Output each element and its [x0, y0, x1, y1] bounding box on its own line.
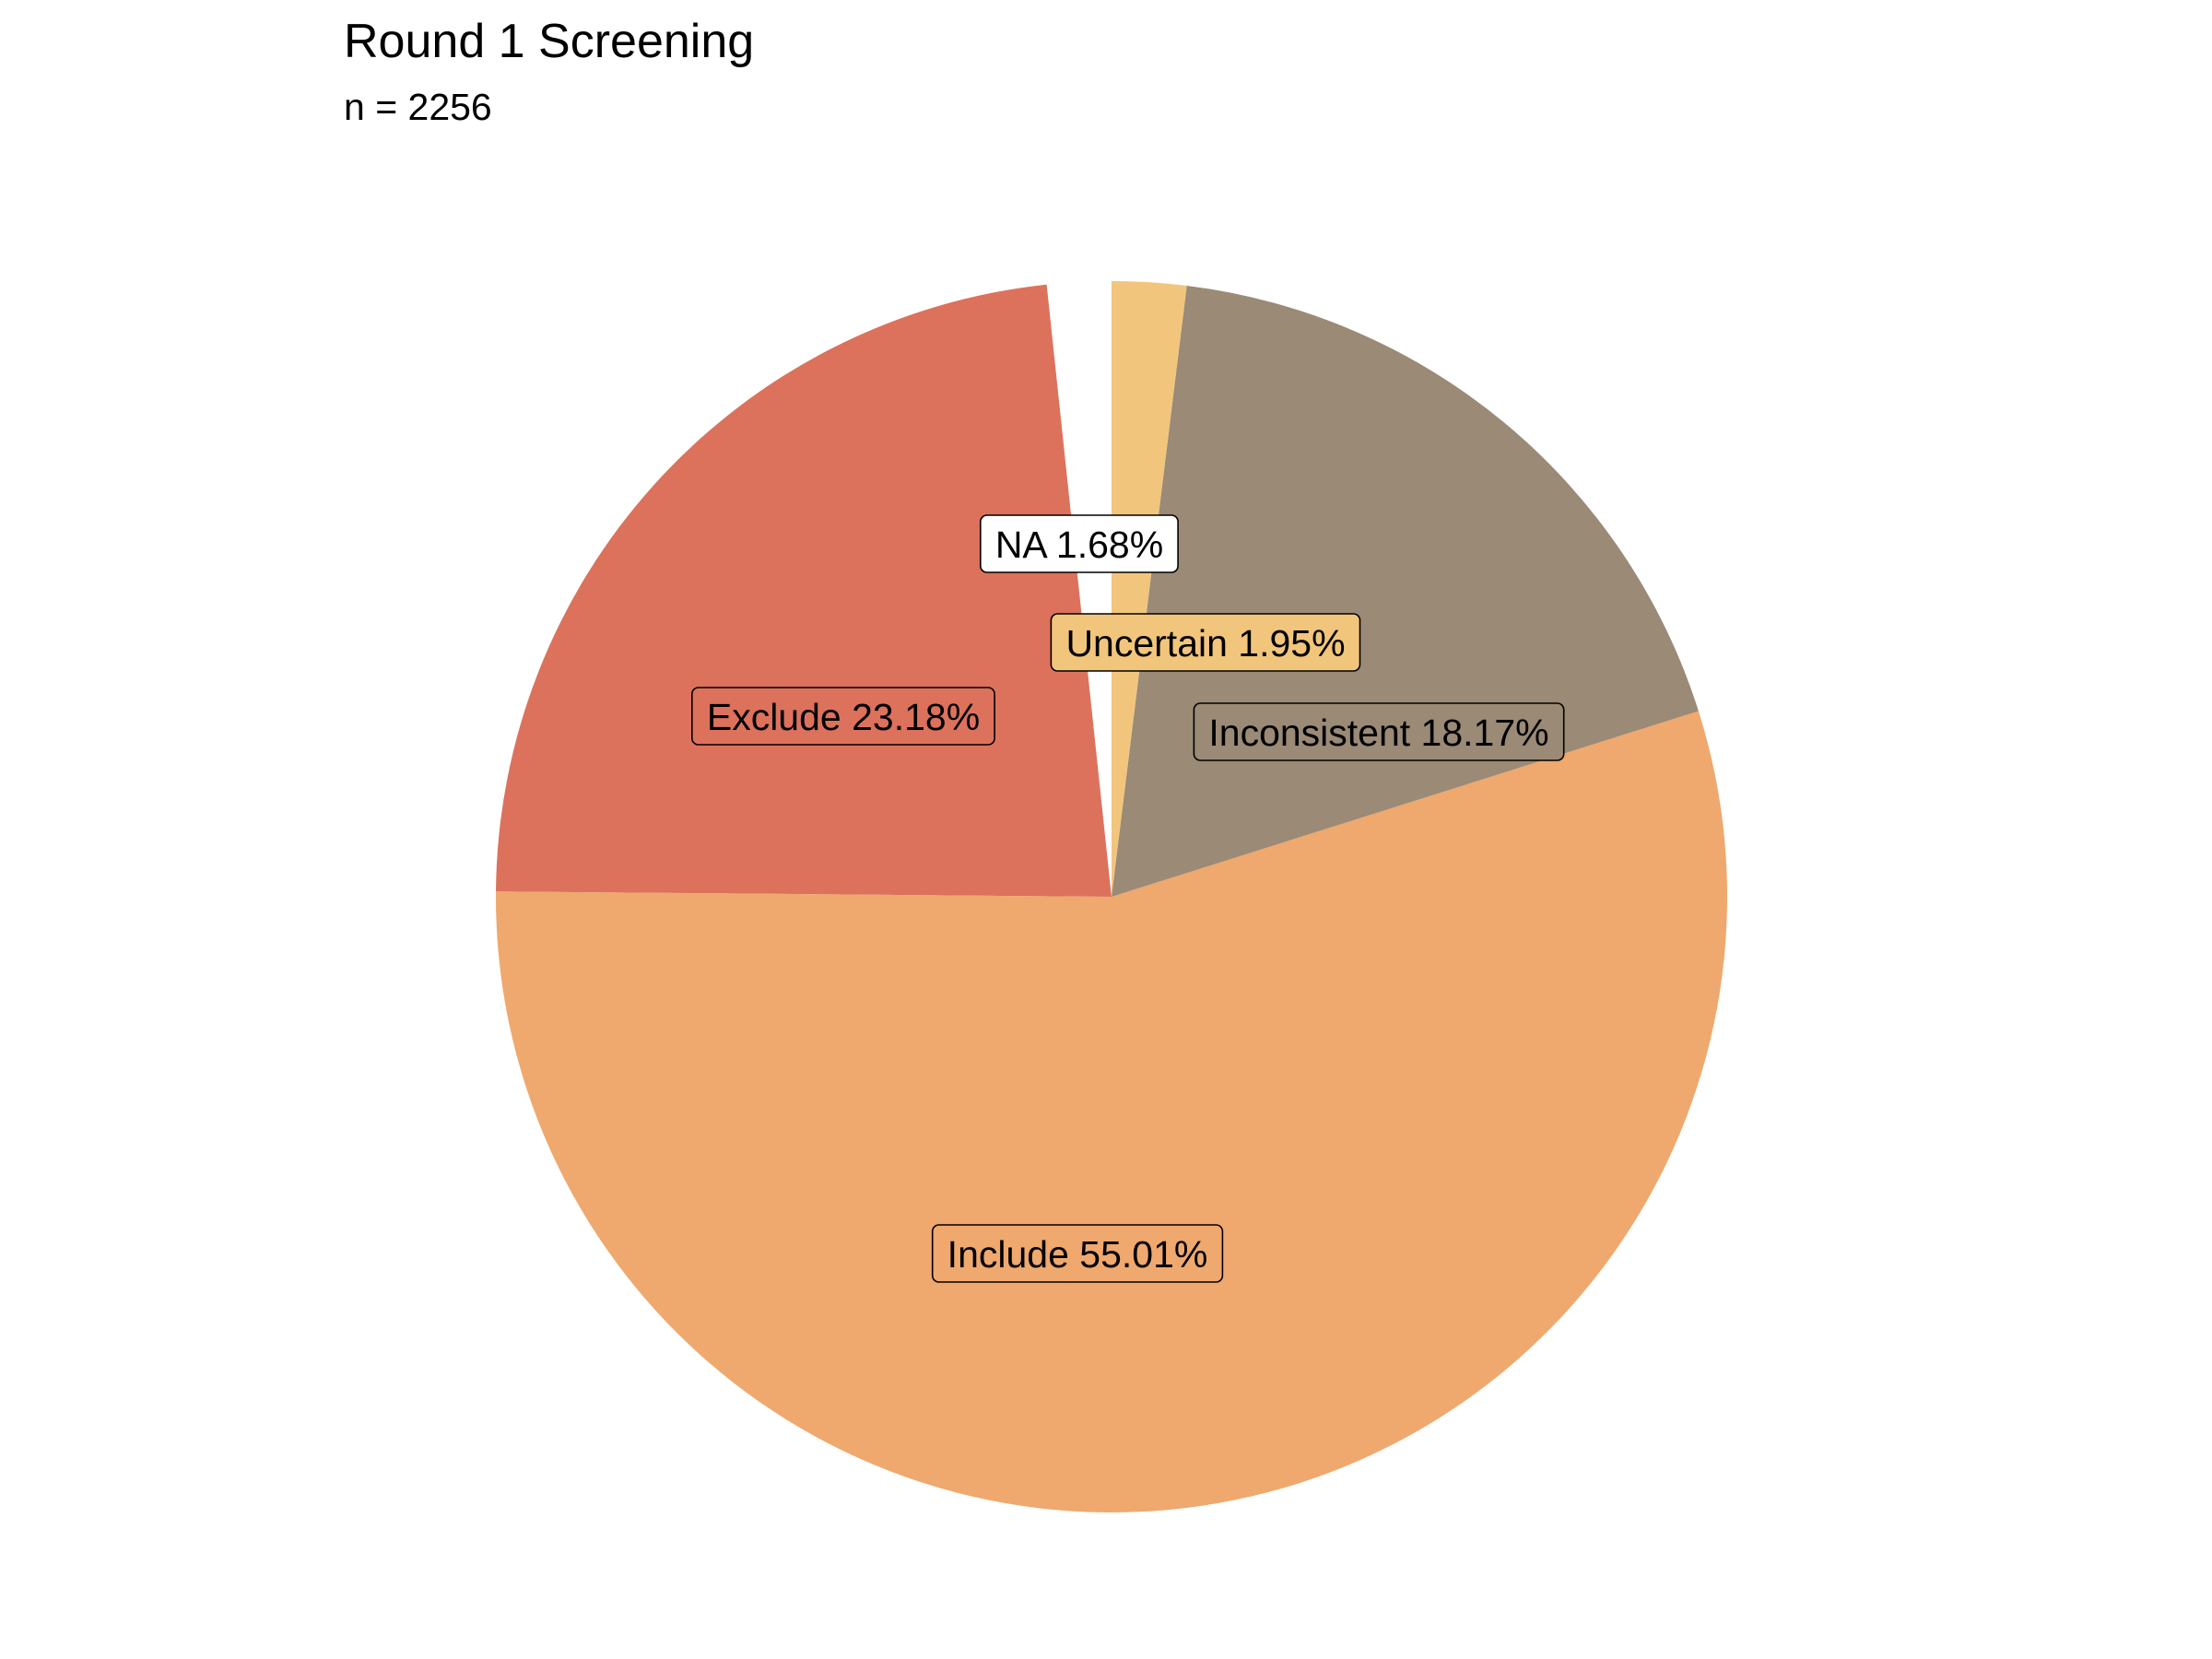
pie-slice-uncertain — [1112, 281, 1187, 897]
slice-label-box — [1193, 702, 1565, 761]
slice-label-include: Include 55.01% — [931, 1224, 1224, 1283]
pie-slice-include — [495, 711, 1727, 1512]
slice-label-text: Uncertain 1.95% — [1065, 622, 1345, 665]
chart-subtitle: n = 2256 — [344, 86, 492, 128]
slice-label-box — [980, 514, 1179, 573]
chart-title: Round 1 Screening — [344, 15, 754, 68]
slice-label-na: NA 1.68% — [980, 514, 1179, 573]
slice-label-uncertain: Uncertain 1.95% — [1050, 613, 1361, 672]
slice-label-text: Exclude 23.18% — [707, 696, 980, 738]
slice-label-inconsistent: Inconsistent 18.17% — [1193, 702, 1565, 761]
pie-slice-exclude — [496, 284, 1112, 898]
slice-label-box — [1050, 613, 1361, 672]
slice-label-text: Include 55.01% — [947, 1233, 1208, 1276]
slice-label-text: NA 1.68% — [995, 524, 1163, 566]
slice-label-text: Inconsistent 18.17% — [1208, 712, 1548, 754]
slice-label-box — [931, 1224, 1224, 1283]
slice-label-box — [690, 687, 995, 746]
pie-labels: NA 1.68% Exclude 23.18% Include 55.01% Inco… — [690, 514, 1565, 1283]
slice-label-exclude: Exclude 23.18% — [690, 687, 995, 746]
pie-slices — [495, 281, 1727, 1512]
pie-slice-na — [1046, 281, 1112, 897]
